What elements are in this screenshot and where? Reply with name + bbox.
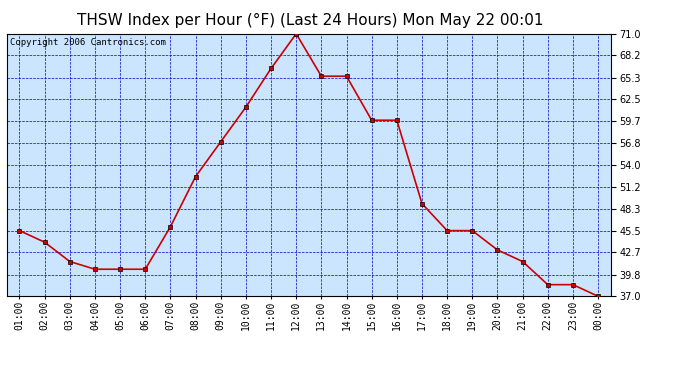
Text: Copyright 2006 Cantronics.com: Copyright 2006 Cantronics.com [10,38,166,47]
Text: THSW Index per Hour (°F) (Last 24 Hours) Mon May 22 00:01: THSW Index per Hour (°F) (Last 24 Hours)… [77,13,544,28]
